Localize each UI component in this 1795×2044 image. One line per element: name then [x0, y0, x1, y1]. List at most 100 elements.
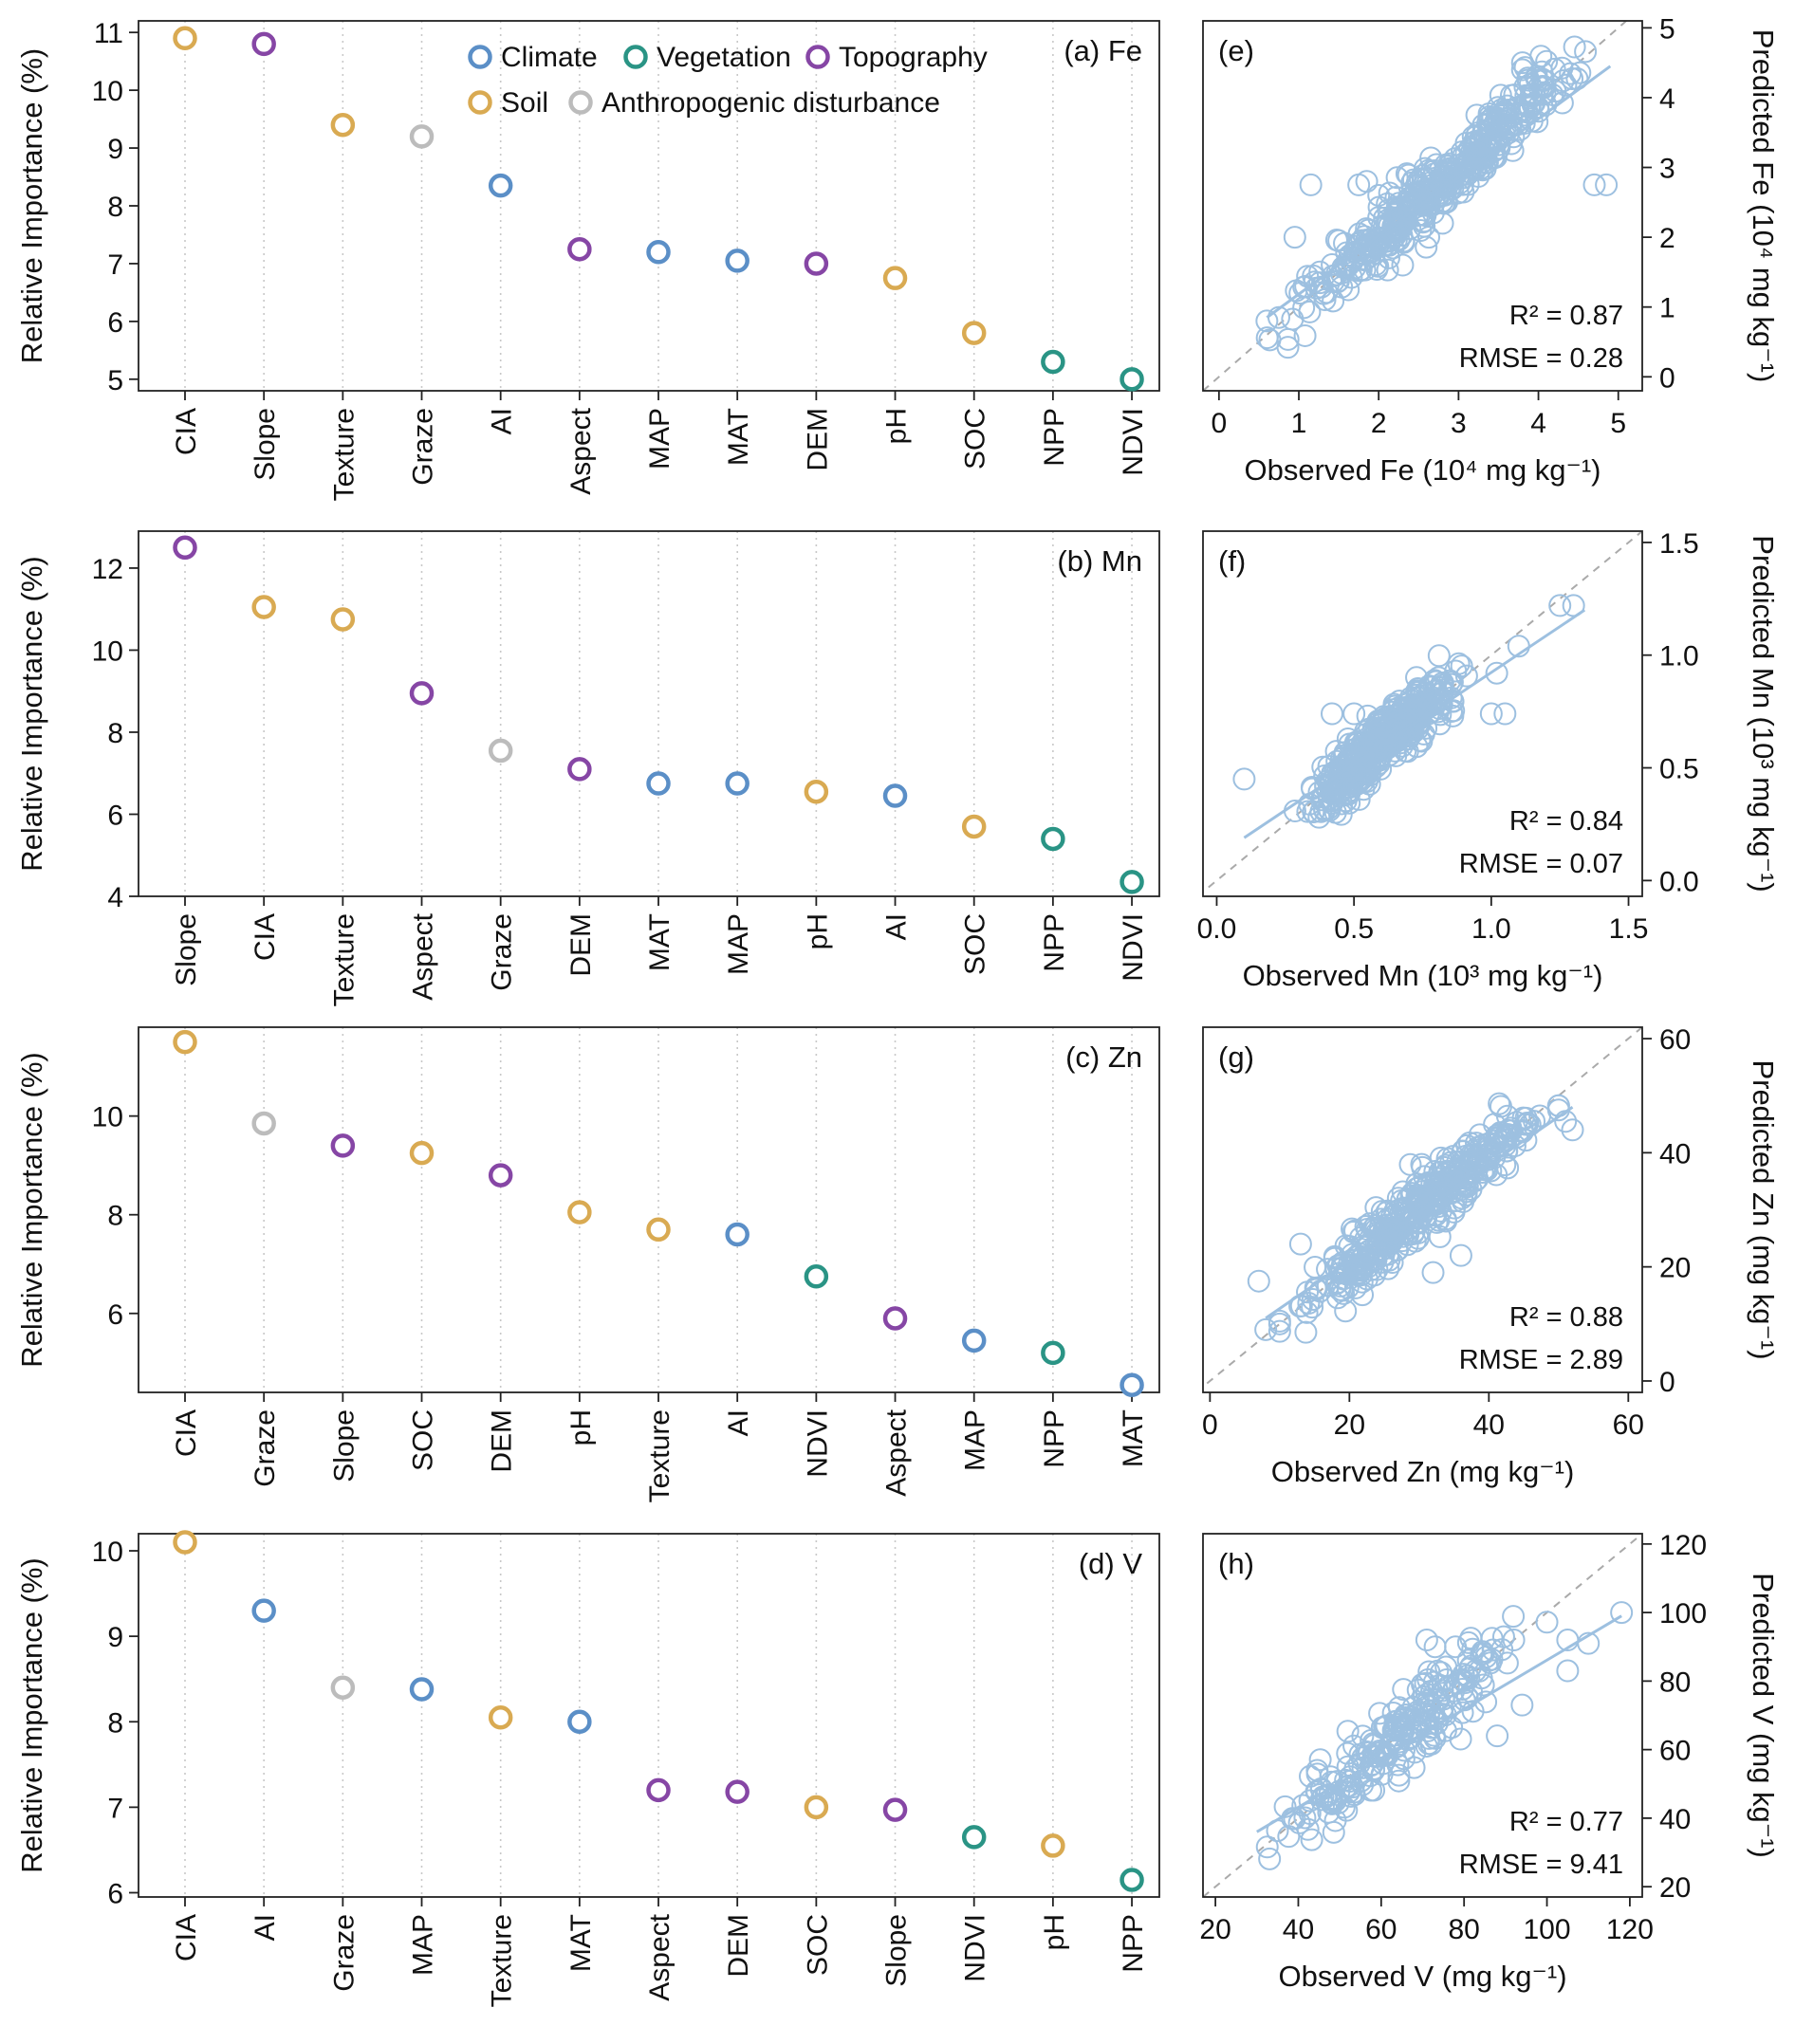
importance-point: [725, 249, 749, 273]
importance-point: [567, 1709, 592, 1735]
observation-point: [1428, 1225, 1452, 1248]
category-label: Graze: [328, 1914, 360, 1992]
observation-point: [1232, 767, 1256, 791]
importance-point: [882, 266, 908, 290]
observation-point: [1381, 236, 1405, 260]
observation-point: [1481, 1638, 1505, 1662]
observation-point: [1419, 146, 1443, 170]
observation-point: [1368, 721, 1392, 745]
y-tick-label: 6: [107, 1299, 123, 1331]
observation-point: [1423, 1635, 1447, 1659]
category-label: Graze: [250, 1409, 281, 1487]
observation-point: [1308, 1748, 1332, 1772]
x-tick-label: 0: [1202, 1409, 1218, 1441]
y-tick-label: 8: [107, 1201, 123, 1232]
observation-point: [1268, 1319, 1291, 1343]
observation-point: [1305, 1762, 1329, 1786]
category-label: AI: [881, 913, 913, 940]
observation-point: [1390, 224, 1414, 248]
y-tick-label: 8: [107, 718, 123, 749]
category-label: MAT: [723, 408, 754, 466]
observation-point: [1342, 1783, 1366, 1807]
observation-point: [1342, 702, 1366, 726]
observation-point: [1382, 709, 1406, 732]
y-tick-label: 80: [1659, 1667, 1691, 1698]
plot-frame: [138, 530, 1160, 897]
importance-point: [488, 173, 513, 198]
observation-point: [1247, 1269, 1270, 1293]
category-label: NDVI: [802, 1409, 833, 1478]
rmse-label: RMSE = 0.28: [1459, 343, 1623, 374]
importance-point: [251, 1111, 276, 1136]
observation-point: [1268, 1312, 1291, 1335]
importance-panel-1: 5 6 7 8 9 10 11 Relative Importance (%) CIA Slope…: [15, 18, 1160, 501]
observation-point: [1356, 704, 1379, 727]
observation-point: [1336, 1741, 1360, 1765]
x-tick-label: 3: [1451, 408, 1467, 439]
observation-point: [1431, 1697, 1454, 1721]
y-tick-label: 20: [1659, 1253, 1691, 1284]
legend-marker: [805, 45, 830, 69]
observation-point: [1517, 95, 1541, 119]
observation-point: [1402, 1756, 1426, 1779]
observation-point: [1486, 1724, 1509, 1748]
legend-label: Anthropogenic disturbance: [601, 87, 940, 119]
observation-point: [1489, 83, 1512, 107]
plot-frame: [1202, 20, 1643, 392]
category-label: MAP: [960, 1409, 991, 1471]
observation-point: [1427, 644, 1451, 668]
x-axis-label: Observed Fe (10⁴ mg kg⁻¹): [1245, 453, 1601, 487]
observation-point: [1321, 702, 1344, 726]
x-axis-label: Observed Zn (mg kg⁻¹): [1271, 1455, 1575, 1488]
observation-point: [1559, 62, 1582, 85]
category-label: SOC: [960, 408, 991, 470]
observation-point: [1485, 661, 1508, 685]
x-tick-label: 1.0: [1471, 913, 1511, 945]
observation-point: [1413, 1165, 1436, 1188]
observation-point: [1254, 1317, 1278, 1341]
observation-point: [1340, 774, 1363, 798]
observation-point: [1301, 1296, 1324, 1319]
category-label: pH: [565, 1409, 597, 1446]
observation-point: [1488, 137, 1511, 160]
importance-point: [882, 783, 908, 808]
panel-tag: (g): [1218, 1040, 1254, 1074]
x-tick-label: 40: [1283, 1914, 1314, 1945]
category-label: MAT: [565, 1914, 597, 1972]
observation-point: [1300, 1828, 1323, 1851]
observation-point: [1365, 258, 1389, 282]
plot-area: [1203, 21, 1628, 391]
observation-point: [1293, 323, 1317, 347]
importance-point: [961, 321, 987, 345]
observation-point: [1368, 1739, 1392, 1762]
observation-point: [1255, 326, 1279, 350]
observation-point: [1369, 757, 1393, 781]
observation-point: [1376, 258, 1399, 282]
observation-point: [1523, 1110, 1546, 1133]
observation-point: [1459, 140, 1483, 164]
y-tick-label: 100: [1659, 1598, 1707, 1630]
y-tick-label: 0.0: [1659, 866, 1699, 897]
x-tick-label: 1.5: [1609, 913, 1649, 945]
y-axis-label: Relative Importance (%): [15, 1052, 48, 1368]
plot-frame: [138, 1533, 1160, 1898]
x-tick-label: 60: [1365, 1914, 1397, 1945]
observation-point: [1355, 170, 1379, 193]
y-tick-label: 12: [92, 554, 123, 585]
y-axis-label: Predicted Mn (10³ mg kg⁻¹): [1747, 535, 1780, 892]
observation-point: [1459, 1627, 1483, 1650]
observation-point: [1255, 309, 1279, 333]
category-label: CIA: [171, 1409, 202, 1457]
fit-line: [1243, 608, 1586, 839]
observation-point: [1434, 1668, 1458, 1692]
category-label: DEM: [802, 408, 833, 471]
importance-point: [1041, 349, 1065, 375]
y-tick-label: 60: [1659, 1024, 1691, 1056]
observation-point: [1283, 226, 1306, 249]
observation-point: [1456, 1630, 1480, 1654]
y-tick-label: 60: [1659, 1736, 1691, 1767]
legend-label: Vegetation: [657, 42, 791, 73]
y-tick-label: 40: [1659, 1138, 1691, 1169]
observation-point: [1563, 35, 1586, 59]
legend-label: Climate: [501, 42, 598, 73]
